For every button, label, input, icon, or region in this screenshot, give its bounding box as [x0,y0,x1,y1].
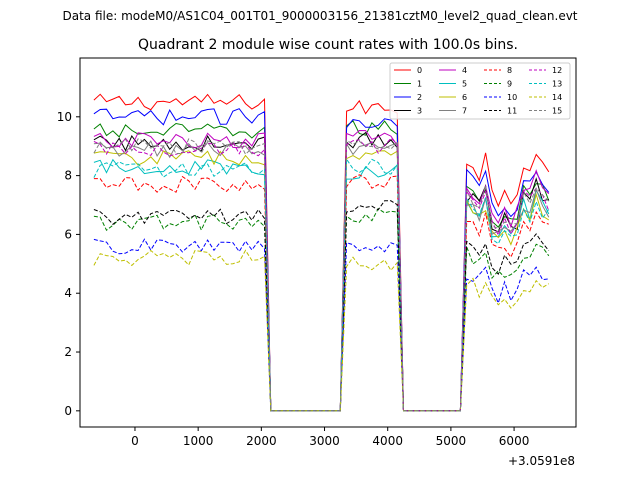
legend-label-12: 12 [552,66,562,75]
plot-area [93,93,550,412]
legend-label-11: 11 [507,107,517,116]
x-tick-label: 4000 [372,434,403,448]
legend-label-8: 8 [507,66,512,75]
series-line-6 [93,150,550,412]
series-line-12 [93,137,550,412]
series-line-9 [93,207,550,412]
legend-label-1: 1 [417,80,422,89]
y-tick-label: 0 [64,404,72,418]
x-tick-label: 1000 [183,434,214,448]
x-tick-label: 3000 [309,434,340,448]
series-line-15 [93,138,550,412]
legend-label-9: 9 [507,80,512,89]
series-line-4 [93,129,550,412]
x-tick-label: 5000 [436,434,467,448]
legend-label-13: 13 [552,80,562,89]
y-tick-label: 6 [64,227,72,241]
series-line-13 [93,157,550,412]
x-tick-label: 0 [131,434,139,448]
legend-label-14: 14 [552,93,562,102]
series-line-10 [93,238,549,412]
legend-label-2: 2 [417,93,422,102]
legend-label-3: 3 [417,107,422,116]
legend-label-6: 6 [462,93,467,102]
y-tick-label: 2 [64,345,72,359]
plot-frame [79,57,577,428]
x-axis-offset-label: +3.0591e8 [508,454,575,468]
legend-label-10: 10 [507,93,517,102]
figure-suptitle: Data file: modeM0/AS1C04_001T01_90000031… [62,9,577,23]
series-line-14 [93,249,550,412]
x-tick-label: 2000 [246,434,277,448]
legend-label-15: 15 [552,107,562,116]
series-line-1 [93,120,550,412]
x-tick-label: 6000 [499,434,530,448]
y-tick-label: 4 [64,286,72,300]
series-line-8 [93,174,549,412]
chart-title: Quadrant 2 module wise count rates with … [138,37,518,53]
legend-box [389,62,571,120]
legend-label-0: 0 [417,66,422,75]
legend-label-7: 7 [462,107,467,116]
y-tick-label: 10 [57,110,72,124]
legend-label-5: 5 [462,80,467,89]
y-tick-label: 8 [64,169,72,183]
legend-label-4: 4 [462,66,467,75]
